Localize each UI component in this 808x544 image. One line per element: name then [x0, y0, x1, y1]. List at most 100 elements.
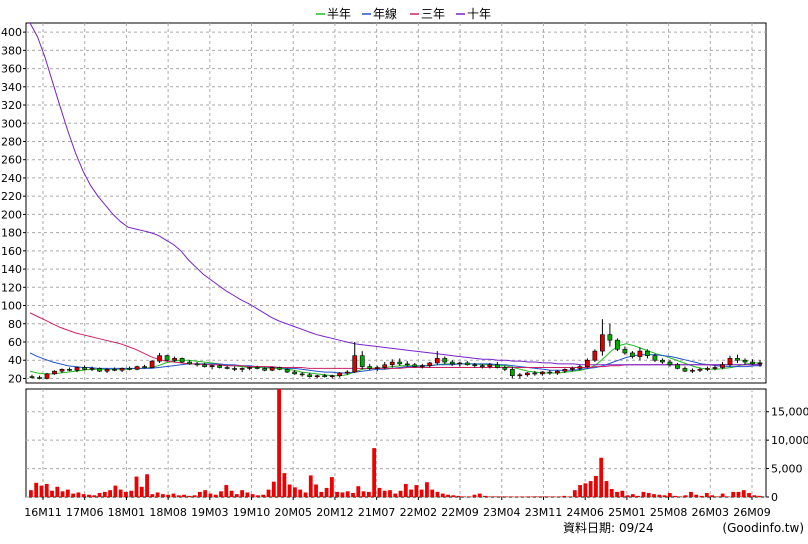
volume-bar	[414, 485, 419, 497]
volume-bar	[572, 490, 577, 497]
candle-body	[735, 358, 740, 361]
volume-bar	[720, 493, 725, 497]
price-tick-label: 80	[8, 318, 22, 331]
candle	[742, 358, 748, 365]
volume-bar	[139, 486, 144, 497]
volume-tick-label: 15,000	[771, 406, 808, 419]
candle-body	[329, 375, 335, 378]
volume-bar	[351, 493, 355, 497]
candle-body	[517, 374, 523, 377]
price-tick-label: 160	[1, 245, 22, 258]
candle	[89, 366, 95, 372]
candle	[307, 372, 313, 378]
x-tick-label: 20M05	[274, 506, 312, 519]
candle-body	[449, 361, 455, 365]
candle-body	[539, 371, 545, 375]
candle-body	[314, 375, 320, 378]
volume-bar	[736, 491, 741, 497]
candle-body	[179, 358, 185, 363]
candle-body	[600, 334, 605, 352]
volume-bar	[630, 494, 635, 497]
candle-body	[209, 365, 215, 367]
candle-body	[359, 355, 365, 367]
candle-body	[164, 355, 170, 361]
candle-body	[502, 367, 508, 370]
candle	[615, 338, 620, 352]
volume-bar	[615, 491, 619, 497]
candle-body	[547, 371, 553, 374]
candle-body	[554, 370, 560, 374]
volume-bar	[594, 475, 598, 497]
candle-body	[742, 359, 748, 363]
volume-bar	[741, 490, 746, 497]
candle	[690, 368, 695, 373]
candle	[600, 319, 605, 356]
candle	[412, 362, 418, 368]
candle	[314, 374, 320, 379]
volume-bar	[509, 496, 514, 497]
candle	[217, 364, 222, 369]
volume-bar	[498, 496, 503, 497]
volume-bar	[388, 490, 392, 497]
x-tick-label: 19M03	[191, 506, 229, 519]
candle	[397, 358, 403, 366]
x-tick-label: 25M01	[608, 506, 646, 519]
volume-bar	[60, 491, 65, 497]
candle-body	[464, 362, 470, 366]
volume-bar	[97, 493, 102, 497]
volume-bar	[646, 493, 651, 497]
data-date-label: 資料日期:	[563, 521, 615, 535]
candle	[449, 360, 455, 366]
volume-bar	[108, 490, 113, 497]
x-tick-label: 26M09	[733, 506, 771, 519]
candle	[652, 353, 658, 363]
volume-bar	[667, 493, 672, 497]
volume-bar	[657, 494, 662, 497]
volume-bar	[541, 496, 546, 497]
candle-body	[194, 363, 200, 366]
candle	[675, 362, 680, 370]
volume-bar	[446, 494, 450, 497]
legend-label: 年線	[373, 6, 397, 21]
volume-bar	[699, 495, 704, 497]
volume-bar	[182, 494, 186, 497]
candle-body	[652, 355, 658, 361]
volume-bar	[398, 490, 403, 497]
candle	[637, 347, 643, 361]
candle	[645, 349, 650, 359]
candle-body	[224, 367, 230, 369]
candle	[539, 371, 545, 376]
volume-bar	[557, 496, 561, 497]
candle	[735, 354, 740, 363]
candle	[502, 365, 508, 372]
price-tick-label: 360	[1, 63, 22, 76]
candle	[487, 362, 493, 369]
volume-bar	[752, 495, 757, 497]
volume-bar	[409, 489, 414, 497]
candle	[74, 366, 80, 373]
legend-label: 十年	[467, 7, 491, 21]
volume-bar	[514, 496, 519, 497]
volume-bar	[166, 494, 171, 497]
candle	[367, 363, 373, 371]
candle	[104, 368, 110, 373]
volume-bar	[34, 482, 39, 497]
price-tick-label: 340	[1, 81, 22, 94]
candle-body	[89, 368, 95, 370]
candle	[232, 366, 238, 372]
volume-bar	[710, 495, 714, 497]
volume-bar	[393, 493, 398, 497]
candle	[352, 341, 358, 373]
volume-bar	[113, 485, 118, 497]
candle-body	[727, 358, 733, 366]
volume-bar	[340, 492, 345, 497]
volume-bar	[71, 493, 76, 497]
candle-body	[157, 355, 162, 362]
candle	[554, 370, 560, 375]
volume-bar	[599, 457, 604, 497]
candle-body	[254, 367, 260, 369]
volume-bar	[673, 495, 678, 497]
candle	[660, 358, 665, 364]
candle	[269, 366, 275, 372]
volume-grid	[26, 389, 766, 498]
